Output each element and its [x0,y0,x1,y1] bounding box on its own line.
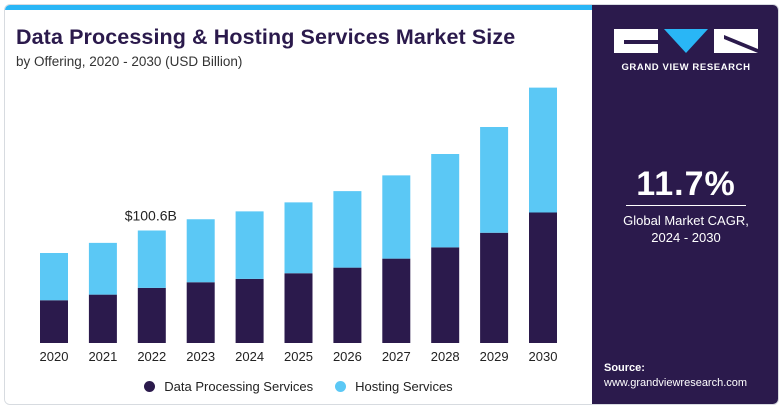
legend-swatch-data-processing [144,380,156,392]
chart-subtitle: by Offering, 2020 - 2030 (USD Billion) [16,54,243,69]
chart-panel: Data Processing & Hosting Services Marke… [5,5,592,404]
bar-hosting-2028 [431,154,460,248]
grand-view-research-logo-icon [614,29,758,53]
legend-item-data-processing: Data Processing Services [144,377,313,395]
source-url: www.grandviewresearch.com [604,377,748,389]
data-label-2022: $100.6B [125,208,177,224]
x-tick-label-2027: 2027 [382,349,411,364]
x-tick-label-2020: 2020 [40,349,69,364]
bar-data-processing-2024 [235,278,264,343]
accent-bar [5,5,592,10]
chart-title: Data Processing & Hosting Services Marke… [16,25,516,49]
legend-label-hosting: Hosting Services [355,378,453,394]
legend-label-data-processing: Data Processing Services [164,378,314,394]
bar-hosting-2022 [137,230,166,288]
x-tick-label-2022: 2022 [137,349,166,364]
x-tick-label-2023: 2023 [186,349,215,364]
bar-data-processing-2021 [88,294,117,343]
bar-data-processing-2023 [186,282,215,343]
bar-data-processing-2026 [333,267,362,343]
source-note: Source: www.grandviewresearch.com [604,361,747,391]
bar-data-processing-2028 [431,247,460,343]
x-tick-label-2026: 2026 [333,349,362,364]
bar-hosting-2026 [333,191,362,268]
bar-data-processing-2022 [137,287,166,343]
bar-data-processing-2020 [40,300,68,343]
cagr-divider [626,205,746,206]
info-panel: GRAND VIEW RESEARCH 11.7% Global Market … [592,5,778,404]
infographic-card: Data Processing & Hosting Services Marke… [4,4,779,405]
bar-hosting-2020 [40,253,68,301]
x-tick-label-2028: 2028 [431,349,460,364]
x-tick-label-2029: 2029 [480,349,509,364]
cagr-value: 11.7% [636,165,736,203]
x-tick-label-2021: 2021 [88,349,117,364]
x-tick-label-2024: 2024 [235,349,264,364]
x-tick-label-2030: 2030 [529,349,558,364]
legend-item-hosting: Hosting Services [335,377,453,395]
bar-hosting-2023 [186,219,215,283]
cagr-label: Global Market CAGR, 2024 - 2030 [623,213,749,245]
bar-hosting-2030 [529,87,557,213]
bar-chart: 2020 2021 2022 $100.6B 2023 2024 2025 2026 2027 2… [40,87,558,364]
bar-hosting-2029 [480,127,509,233]
bar-data-processing-2025 [284,273,313,343]
bar-hosting-2024 [235,211,264,279]
legend-swatch-hosting [335,380,347,392]
brand-name: GRAND VIEW RESEARCH [621,62,751,73]
bar-hosting-2027 [382,175,411,259]
bar-hosting-2025 [284,202,313,274]
x-tick-label-2025: 2025 [284,349,313,364]
bar-data-processing-2027 [382,258,411,343]
chart-legend: Data Processing Services Hosting Service… [5,377,592,395]
bar-hosting-2021 [88,242,117,295]
bar-data-processing-2029 [480,232,509,343]
bar-data-processing-2030 [529,212,557,343]
source-label: Source: [604,362,645,374]
